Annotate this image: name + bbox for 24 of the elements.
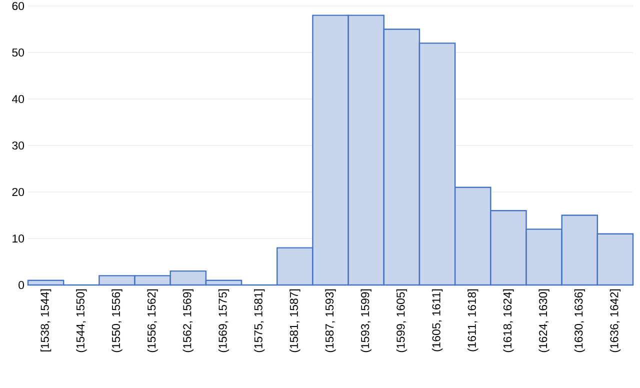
x-tick-label: (1618, 1624] <box>503 289 514 352</box>
x-tick-label: (1624, 1630] <box>538 289 550 352</box>
y-tick-label: 50 <box>12 48 24 57</box>
x-tick-label: (1562, 1569] <box>182 289 194 352</box>
x-tick-label: [1538, 1544] <box>40 289 52 352</box>
x-tick-label: (1569, 1575] <box>218 289 230 352</box>
y-tick-label: 60 <box>12 2 24 10</box>
x-tick-label: (1605, 1611] <box>432 289 443 352</box>
x-tick-label: (1611, 1618] <box>468 289 478 352</box>
x-tick-label: (1581, 1587] <box>290 289 300 352</box>
y-tick-label: 0 <box>18 280 24 290</box>
x-tick-label: (1556, 1562] <box>147 289 158 352</box>
x-tick-label: (1593, 1599] <box>360 289 372 352</box>
x-tick-label: (1544, 1550] <box>76 289 87 352</box>
y-tick-label: 30 <box>12 141 24 150</box>
x-tick-label: (1599, 1605] <box>396 289 408 352</box>
y-tick-label: 40 <box>12 94 24 104</box>
x-tick-label: (1587, 1593] <box>325 289 336 352</box>
y-tick-label: 10 <box>12 234 24 243</box>
x-tick-label: (1550, 1556] <box>112 289 122 352</box>
y-tick-label: 20 <box>12 188 24 196</box>
x-tick-label: (1630, 1636] <box>574 289 585 352</box>
x-tick-label: (1636, 1642] <box>610 289 621 352</box>
x-tick-label: (1575, 1581] <box>254 289 265 352</box>
